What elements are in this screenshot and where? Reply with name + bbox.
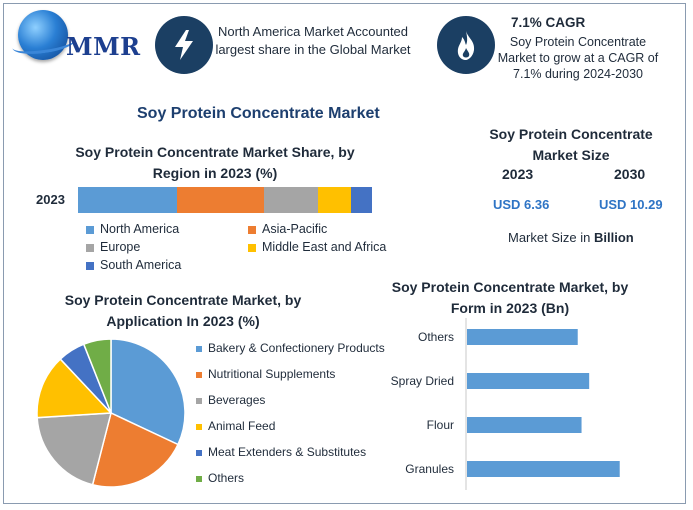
- legend-swatch: [248, 225, 256, 234]
- legend-swatch: [86, 225, 94, 234]
- cagr-heading: 7.1% CAGR: [511, 15, 586, 30]
- market-size-note: Market Size in Billion: [508, 230, 634, 245]
- market-size-value-2030: USD 10.29: [599, 197, 663, 212]
- flame-icon: [437, 16, 495, 74]
- legend-swatch: [196, 423, 202, 430]
- legend-swatch: [248, 243, 256, 252]
- region-chart-category-2023: 2023: [36, 192, 65, 207]
- region-legend: North America Asia-Pacific Europe Middle Ea…: [86, 222, 406, 278]
- form-category-label: Granules: [405, 462, 454, 476]
- globe-logo-icon: [18, 10, 68, 60]
- application-legend-item: Animal Feed: [196, 419, 275, 433]
- region-legend-label: Middle East and Africa: [262, 240, 387, 254]
- cagr-text: Soy Protein Concentrate Market to grow a…: [497, 35, 659, 81]
- pie-slice-nutritional-supplements: [91, 411, 179, 488]
- north-america-share-text: North America Market Accounted largest s…: [215, 24, 411, 57]
- application-legend-label: Bakery & Confectionery Products: [208, 341, 385, 355]
- region-legend-label: Europe: [100, 240, 141, 254]
- legend-swatch: [196, 397, 202, 404]
- form-category-label: Others: [418, 330, 454, 344]
- application-legend-item: Others: [196, 471, 244, 485]
- region-bar-segment-europe: [264, 187, 318, 213]
- legend-swatch: [86, 243, 94, 252]
- application-legend-label: Animal Feed: [208, 419, 276, 433]
- region-chart-title: Soy Protein Concentrate Market Share, by…: [75, 144, 355, 181]
- pie-slice-bakery-and-confectionery-products: [110, 338, 186, 446]
- form-bar-others: [467, 329, 578, 345]
- form-category-label: Spray Dried: [391, 374, 454, 388]
- legend-swatch: [196, 475, 202, 482]
- region-legend-item: North America: [86, 222, 179, 236]
- application-legend-item: Bakery & Confectionery Products: [196, 341, 385, 355]
- region-stacked-bar: [78, 187, 372, 213]
- pie-slice-others: [82, 338, 112, 414]
- main-title: Soy Protein Concentrate Market: [137, 105, 380, 122]
- region-legend-item: Middle East and Africa: [248, 240, 386, 254]
- infographic-frame: [3, 3, 686, 504]
- application-pie-chart: [36, 338, 186, 488]
- application-legend-label: Others: [208, 471, 245, 485]
- market-size-note-prefix: Market Size in: [508, 230, 594, 245]
- application-chart-title: Soy Protein Concentrate Market, by Appli…: [64, 292, 302, 329]
- application-legend-item: Meat Extenders & Substitutes: [196, 445, 366, 459]
- legend-swatch: [196, 345, 202, 352]
- application-legend-label: Beverages: [208, 393, 266, 407]
- legend-swatch: [86, 261, 94, 270]
- pie-slice-beverages: [36, 412, 112, 486]
- application-legend-label: Meat Extenders & Substitutes: [208, 445, 367, 459]
- form-bar-chart: Others Spray Dried Flour Granules: [391, 318, 620, 490]
- region-legend-label: Asia-Pacific: [262, 222, 328, 236]
- application-legend-item: Nutritional Supplements: [196, 367, 335, 381]
- region-legend-label: South America: [100, 258, 182, 272]
- market-size-year-2023: 2023: [502, 166, 534, 182]
- region-bar-segment-middle-east-and-africa: [318, 187, 351, 213]
- region-bar-segment-asia-pacific: [177, 187, 264, 213]
- form-bar-spray-dried: [467, 373, 590, 389]
- form-category-label: Flour: [427, 418, 454, 432]
- legend-swatch: [196, 449, 202, 456]
- form-bar-flour: [467, 417, 582, 433]
- region-legend-item: South America: [86, 258, 181, 272]
- market-size-title: Soy Protein Concentrate Market Size: [489, 126, 653, 163]
- lightning-bolt-icon: [155, 16, 213, 74]
- pie-slice-animal-feed: [36, 357, 113, 419]
- application-legend-item: Beverages: [196, 393, 265, 407]
- region-bar-segment-north-america: [78, 187, 177, 213]
- market-size-value-2023: USD 6.36: [493, 197, 550, 212]
- form-bar-granules: [467, 461, 620, 477]
- region-legend-item: Asia-Pacific: [248, 222, 327, 236]
- brand-logo-text: MMR: [66, 32, 141, 61]
- legend-swatch: [196, 371, 202, 378]
- region-bar-segment-south-america: [351, 187, 372, 213]
- region-legend-label: North America: [100, 222, 180, 236]
- application-legend-label: Nutritional Supplements: [208, 367, 336, 381]
- region-legend-item: Europe: [86, 240, 140, 254]
- market-size-year-2030: 2030: [614, 166, 646, 182]
- form-chart-title: Soy Protein Concentrate Market, by Form …: [391, 279, 629, 316]
- market-size-note-unit: Billion: [593, 230, 634, 245]
